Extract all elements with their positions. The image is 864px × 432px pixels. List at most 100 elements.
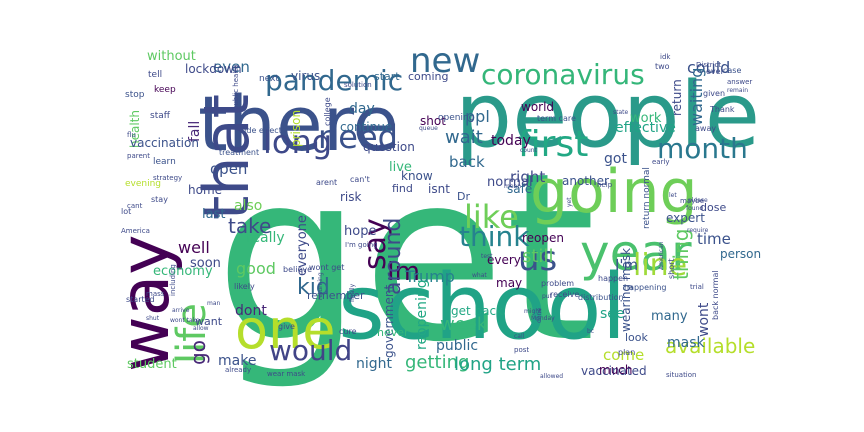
word-without: without xyxy=(147,49,196,64)
word-ever: ever xyxy=(706,67,725,76)
word-come: come xyxy=(603,346,644,364)
word-return: return xyxy=(670,79,684,116)
word-evening: evening xyxy=(125,179,161,189)
word-shot: shot xyxy=(420,114,446,128)
word-getting: getting xyxy=(405,352,469,373)
word-get-back: get back xyxy=(451,304,503,318)
word-stop: stop xyxy=(125,90,145,100)
word-tell: tell xyxy=(148,70,162,80)
word-start: start xyxy=(374,70,400,83)
word-first: first xyxy=(518,124,588,165)
word-including: including xyxy=(169,264,177,296)
word-need: need xyxy=(318,118,398,156)
word-term-care: term care xyxy=(537,114,576,123)
word-pandemic: pandemic xyxy=(265,64,403,97)
word-virus: virus xyxy=(291,69,320,83)
word-even: even xyxy=(213,58,250,76)
word-treatment: treatment xyxy=(219,148,259,157)
word-plan: plan xyxy=(618,348,635,357)
word-every: every xyxy=(487,253,521,267)
word-next: next xyxy=(259,74,279,84)
word-dont: dont xyxy=(235,303,267,319)
word-got: got xyxy=(604,151,627,167)
word-problem: problem xyxy=(541,279,574,288)
word-well: well xyxy=(178,238,210,257)
word-thank: Thank xyxy=(709,105,735,114)
word-solution: solution xyxy=(344,81,372,89)
word-wearing-mask: wearing mask xyxy=(619,248,633,332)
word-like: like xyxy=(464,198,519,236)
word-find: find xyxy=(392,182,413,195)
word-world: world xyxy=(521,100,554,114)
word-see: see xyxy=(600,306,625,322)
word-much: much xyxy=(599,363,633,377)
word-expert: expert xyxy=(666,211,705,225)
word-post: post xyxy=(514,346,529,354)
word-cure: cure xyxy=(339,327,357,336)
word-lot: lot xyxy=(121,207,131,216)
word-night: night xyxy=(356,356,393,372)
word-shut: shut xyxy=(146,315,160,322)
word-maybe: maybe xyxy=(680,197,704,205)
word-know: know xyxy=(401,169,433,183)
word-new: new xyxy=(410,41,480,81)
word-idk: idk xyxy=(660,53,671,61)
word-health: health xyxy=(128,110,142,148)
word-reopening: reopening xyxy=(414,279,430,350)
word-give: give xyxy=(278,322,295,331)
word-another: another xyxy=(562,174,609,188)
word-everyone: everyone xyxy=(295,215,310,276)
word-good: good xyxy=(236,259,276,278)
word-look: look xyxy=(625,331,649,344)
word-already: already xyxy=(225,366,251,374)
word-early: early xyxy=(652,158,670,166)
word-one: one xyxy=(235,298,336,361)
word-kid: kid xyxy=(297,275,330,300)
word-work: work xyxy=(630,111,662,126)
word-bc: bc xyxy=(587,328,594,335)
word-month: month xyxy=(657,132,748,165)
word-might: might xyxy=(524,308,542,315)
word-finally: finally xyxy=(349,283,356,302)
word-also: also xyxy=(234,198,262,214)
word-learn: learn xyxy=(153,157,176,167)
word-two: two xyxy=(655,62,670,71)
word-dose: dose xyxy=(700,201,726,214)
word-back-normal: back normal xyxy=(711,270,720,320)
word-yet: yet xyxy=(566,197,573,207)
word-parent: parent xyxy=(127,152,150,160)
word-help: help xyxy=(597,181,613,189)
word-wont-get: wont get xyxy=(309,263,344,272)
word-still: still xyxy=(522,246,553,267)
word-around: around xyxy=(381,218,406,295)
word-put: put xyxy=(542,293,553,300)
word-open: open xyxy=(210,160,247,178)
word-hope: hope xyxy=(344,224,376,239)
word-arent: arent xyxy=(316,178,337,187)
word-receive: receive xyxy=(550,290,579,299)
word-can-t: can't xyxy=(350,175,370,184)
word-long-term: long term xyxy=(454,354,541,375)
word-never: never xyxy=(377,326,409,339)
word-life: life xyxy=(169,303,215,364)
word-could: could xyxy=(687,58,730,77)
word-call: call xyxy=(514,333,525,340)
word-allow: allow xyxy=(193,325,209,332)
word-mass: mass xyxy=(146,290,165,298)
word-home: home xyxy=(188,183,222,197)
word-say: say xyxy=(358,218,393,270)
word-back: back xyxy=(449,153,485,171)
word-week: week xyxy=(440,314,488,335)
word-count: count xyxy=(520,147,538,154)
word-mean: mean xyxy=(504,183,521,190)
word-there: there xyxy=(198,79,399,168)
word-coronavirus: coronavirus xyxy=(481,58,645,91)
word-really: really xyxy=(246,230,285,246)
word-likely: likely xyxy=(234,282,255,291)
word-public: public xyxy=(436,338,478,354)
word-trump: Trump xyxy=(404,267,455,286)
word-economy: economy xyxy=(153,264,213,279)
word-today: today xyxy=(491,133,531,149)
